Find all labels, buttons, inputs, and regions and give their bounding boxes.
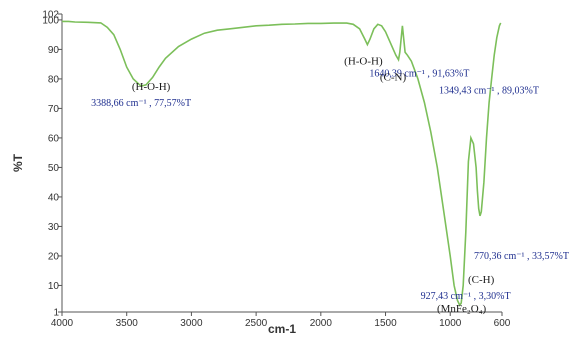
tick-labels: 4000 3500 3000 2500 2000 1500 1000 600 1 10 20 30 40… — [42, 10, 510, 330]
y-tick-label: 60 — [48, 133, 60, 144]
y-tick-label: 80 — [48, 74, 60, 85]
peak-value-label: 1640,39 cm⁻¹ , 91,63%T — [369, 69, 469, 80]
y-tick-label: 100 — [42, 15, 59, 26]
peak-value-label: 770,36 cm⁻¹ , 33,57%T — [474, 251, 569, 262]
y-tick-label: 70 — [48, 104, 60, 115]
x-tick-label: 4000 — [51, 318, 74, 329]
y-tick-label: 90 — [48, 45, 60, 56]
x-tick-label: 3000 — [180, 318, 203, 329]
annotations: (H-O-H)3388,66 cm⁻¹ , 77,57%T(H-O-H)1640… — [91, 56, 569, 316]
peak-assignment-label: (H-O-H) — [344, 56, 383, 68]
x-tick-label: 3500 — [116, 318, 139, 329]
y-tick-label: 1 — [53, 308, 59, 319]
peak-assignment-label: (C-H) — [468, 274, 495, 286]
y-tick-label: 20 — [48, 251, 60, 262]
peak-assignment-label: (C-N) — [380, 71, 407, 83]
y-tick-label: 10 — [48, 281, 60, 292]
peak-assignment-label: (H-O-H) — [132, 81, 171, 93]
y-tick-label: 30 — [48, 222, 60, 233]
peak-value-label: 3388,66 cm⁻¹ , 77,57%T — [91, 98, 191, 109]
y-axis-label: %T — [11, 153, 25, 172]
peak-assignment-label: (MnFe₂O₄) — [437, 303, 487, 315]
peak-value-label: 1349,43 cm⁻¹ , 89,03%T — [439, 85, 539, 96]
x-tick-label: 1500 — [374, 318, 397, 329]
peak-value-label: 927,43 cm⁻¹ , 3,30%T — [421, 291, 511, 302]
axes — [61, 14, 502, 313]
x-tick-label: 2000 — [310, 318, 333, 329]
y-tick-label: 50 — [48, 163, 60, 174]
x-tick-label: 1000 — [439, 318, 462, 329]
transmittance-line — [62, 20, 502, 307]
y-tick-label: 102 — [42, 10, 59, 21]
y-tick-label: 40 — [48, 192, 60, 203]
x-tick-label: 2500 — [245, 318, 268, 329]
x-tick-label: 600 — [494, 318, 511, 329]
x-axis-label: cm-1 — [268, 322, 296, 336]
